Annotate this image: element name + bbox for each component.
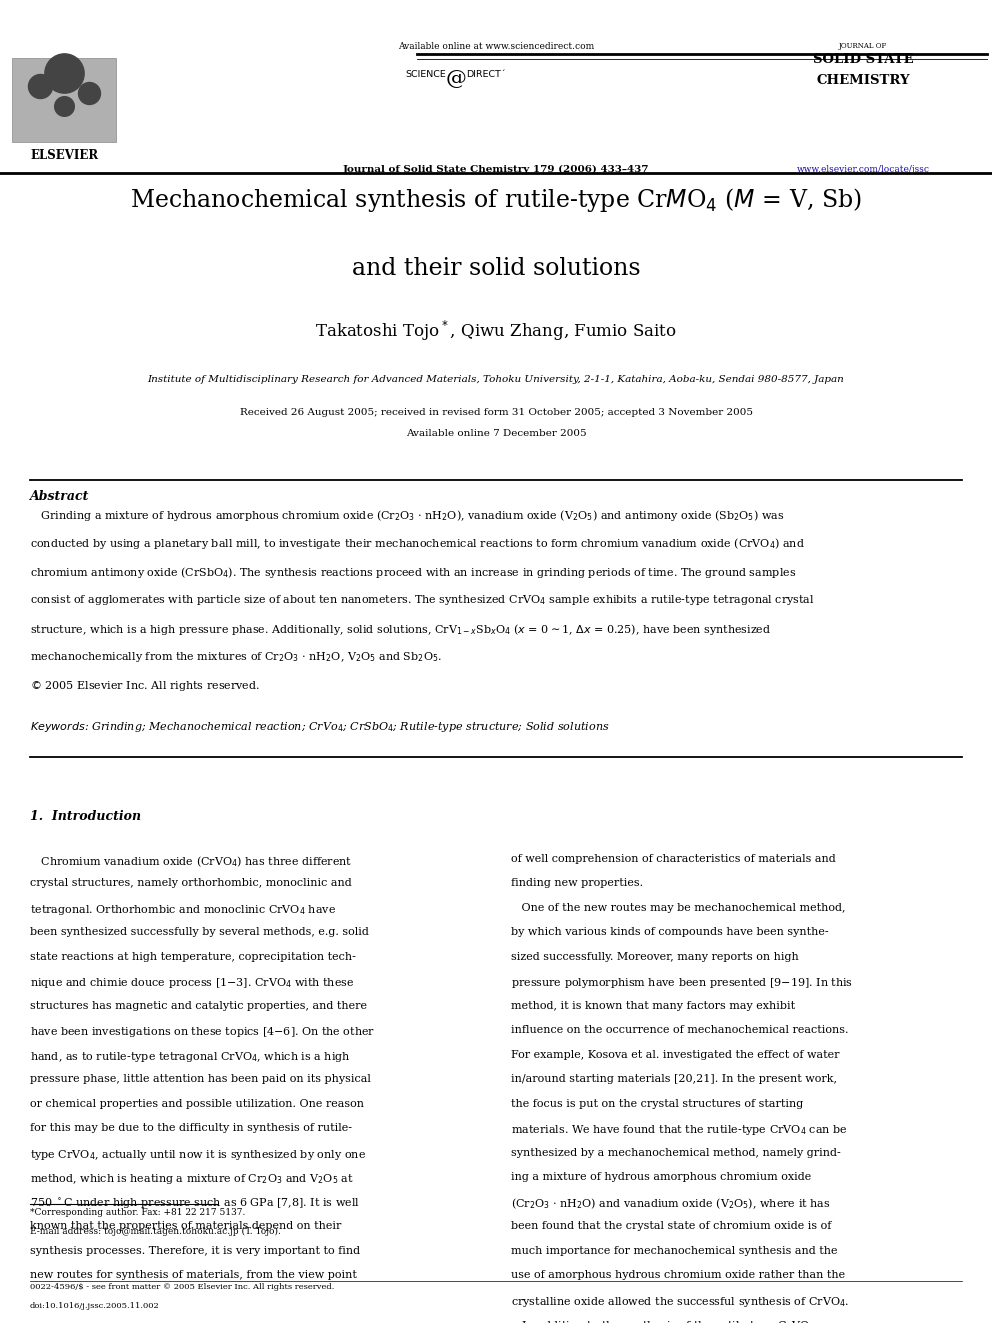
Text: www.elsevier.com/locate/jssc: www.elsevier.com/locate/jssc (797, 165, 930, 175)
Text: much importance for mechanochemical synthesis and the: much importance for mechanochemical synt… (511, 1246, 837, 1256)
Text: *Corresponding author. Fax: +81 22 217 5137.: *Corresponding author. Fax: +81 22 217 5… (30, 1208, 245, 1217)
Text: sized successfully. Moreover, many reports on high: sized successfully. Moreover, many repor… (511, 953, 799, 962)
Text: CHEMISTRY: CHEMISTRY (816, 74, 910, 87)
Text: known that the properties of materials depend on their: known that the properties of materials d… (30, 1221, 341, 1232)
Text: @: @ (445, 69, 467, 87)
Text: use of amorphous hydrous chromium oxide rather than the: use of amorphous hydrous chromium oxide … (511, 1270, 845, 1281)
Text: Chromium vanadium oxide (CrVO$_4$) has three different: Chromium vanadium oxide (CrVO$_4$) has t… (30, 855, 352, 869)
Point (57, 62, 72, 83)
Text: in/around starting materials [20,21]. In the present work,: in/around starting materials [20,21]. In… (511, 1074, 837, 1085)
Text: tetragonal. Orthorhombic and monoclinic CrVO$_4$ have: tetragonal. Orthorhombic and monoclinic … (30, 902, 335, 917)
Text: of well comprehension of characteristics of materials and: of well comprehension of characteristics… (511, 855, 835, 864)
Point (57, 95, 72, 116)
Text: or chemical properties and possible utilization. One reason: or chemical properties and possible util… (30, 1098, 364, 1109)
Text: pressure phase, little attention has been paid on its physical: pressure phase, little attention has bee… (30, 1074, 371, 1085)
Text: pressure polymorphism have been presented [9$-$19]. In this: pressure polymorphism have been presente… (511, 976, 853, 991)
Text: (Cr$_2$O$_3$ $\cdot$ nH$_2$O) and vanadium oxide (V$_2$O$_5$), where it has: (Cr$_2$O$_3$ $\cdot$ nH$_2$O) and vanadi… (511, 1196, 830, 1212)
Text: materials. We have found that the rutile-type CrVO$_4$ can be: materials. We have found that the rutile… (511, 1123, 847, 1138)
Text: hand, as to rutile-type tetragonal CrVO$_4$, which is a high: hand, as to rutile-type tetragonal CrVO$… (30, 1050, 350, 1064)
Text: finding new properties.: finding new properties. (511, 878, 643, 889)
Text: type CrVO$_4$, actually until now it is synthesized by only one: type CrVO$_4$, actually until now it is … (30, 1147, 366, 1162)
Text: Takatoshi Tojo$^*$, Qiwu Zhang, Fumio Saito: Takatoshi Tojo$^*$, Qiwu Zhang, Fumio Sa… (315, 319, 677, 343)
Text: DIRECT´: DIRECT´ (466, 70, 506, 78)
Text: Journal of Solid State Chemistry 179 (2006) 433–437: Journal of Solid State Chemistry 179 (20… (343, 165, 649, 175)
Text: 1.  Introduction: 1. Introduction (30, 810, 141, 823)
Text: new routes for synthesis of materials, from the view point: new routes for synthesis of materials, f… (30, 1270, 357, 1281)
Text: chromium antimony oxide (CrSbO$_4$). The synthesis reactions proceed with an inc: chromium antimony oxide (CrSbO$_4$). The… (30, 565, 796, 579)
Text: have been investigations on these topics [4$-$6]. On the other: have been investigations on these topics… (30, 1025, 375, 1040)
Text: for this may be due to the difficulty in synthesis of rutile-: for this may be due to the difficulty in… (30, 1123, 352, 1134)
Text: consist of agglomerates with particle size of about ten nanometers. The synthesi: consist of agglomerates with particle si… (30, 593, 814, 607)
Text: $\mathit{Keywords}$: Grinding; Mechanochemical reaction; CrVo$_4$; CrSbO$_4$; Ru: $\mathit{Keywords}$: Grinding; Mechanoch… (30, 720, 609, 734)
Text: nique and chimie douce process [1$-$3]. CrVO$_4$ with these: nique and chimie douce process [1$-$3]. … (30, 976, 354, 991)
Text: method, which is heating a mixture of Cr$_2$O$_3$ and V$_2$O$_5$ at: method, which is heating a mixture of Cr… (30, 1172, 354, 1187)
Text: One of the new routes may be mechanochemical method,: One of the new routes may be mechanochem… (511, 902, 845, 913)
Text: Abstract: Abstract (30, 490, 89, 503)
Text: Received 26 August 2005; received in revised form 31 October 2005; accepted 3 No: Received 26 August 2005; received in rev… (239, 407, 753, 417)
Text: conducted by using a planetary ball mill, to investigate their mechanochemical r: conducted by using a planetary ball mill… (30, 537, 805, 552)
Text: and their solid solutions: and their solid solutions (352, 258, 640, 280)
Text: synthesis processes. Therefore, it is very important to find: synthesis processes. Therefore, it is ve… (30, 1246, 360, 1256)
Text: the focus is put on the crystal structures of starting: the focus is put on the crystal structur… (511, 1098, 804, 1109)
Text: Available online 7 December 2005: Available online 7 December 2005 (406, 429, 586, 438)
Text: In addition to the synthesis of the rutile-type CrVO$_4$, we: In addition to the synthesis of the ruti… (511, 1319, 838, 1323)
Text: 750 $^\circ$C under high pressure such as 6 GPa [7,8]. It is well: 750 $^\circ$C under high pressure such a… (30, 1196, 360, 1211)
Text: been found that the crystal state of chromium oxide is of: been found that the crystal state of chr… (511, 1221, 831, 1232)
Text: ELSEVIER: ELSEVIER (31, 149, 98, 163)
Text: SCIENCE: SCIENCE (406, 70, 446, 78)
Text: state reactions at high temperature, coprecipitation tech-: state reactions at high temperature, cop… (30, 953, 356, 962)
Text: Grinding a mixture of hydrous amorphous chromium oxide (Cr$_2$O$_3$ $\cdot$ nH$_: Grinding a mixture of hydrous amorphous … (30, 508, 784, 523)
Text: doi:10.1016/j.jssc.2005.11.002: doi:10.1016/j.jssc.2005.11.002 (30, 1302, 160, 1310)
Text: Available online at www.sciencedirect.com: Available online at www.sciencedirect.co… (398, 42, 594, 50)
Text: structure, which is a high pressure phase. Additionally, solid solutions, CrV$_{: structure, which is a high pressure phas… (30, 622, 771, 636)
Text: influence on the occurrence of mechanochemical reactions.: influence on the occurrence of mechanoch… (511, 1025, 848, 1036)
Text: crystalline oxide allowed the successful synthesis of CrVO$_4$.: crystalline oxide allowed the successful… (511, 1294, 849, 1308)
Text: $\copyright$ 2005 Elsevier Inc. All rights reserved.: $\copyright$ 2005 Elsevier Inc. All righ… (30, 679, 260, 693)
Text: by which various kinds of compounds have been synthe-: by which various kinds of compounds have… (511, 927, 828, 938)
Bar (12, 58, 116, 142)
Text: JOURNAL OF: JOURNAL OF (839, 42, 887, 50)
Text: ing a mixture of hydrous amorphous chromium oxide: ing a mixture of hydrous amorphous chrom… (511, 1172, 811, 1183)
Text: SOLID STATE: SOLID STATE (812, 53, 914, 66)
Text: Mechanochemical synthesis of rutile-type Cr$\mathit{M}$O$_4$ ($\mathit{M}$ = V, : Mechanochemical synthesis of rutile-type… (130, 187, 862, 214)
Text: crystal structures, namely orthorhombic, monoclinic and: crystal structures, namely orthorhombic,… (30, 878, 351, 889)
Point (81, 82, 97, 103)
Point (32, 75, 48, 97)
Text: method, it is known that many factors may exhibit: method, it is known that many factors ma… (511, 1000, 795, 1011)
Text: synthesized by a mechanochemical method, namely grind-: synthesized by a mechanochemical method,… (511, 1147, 840, 1158)
Text: been synthesized successfully by several methods, e.g. solid: been synthesized successfully by several… (30, 927, 369, 938)
Text: E-mail address: tojo@mail.tagen.tohoku.ac.jp (T. Tojo).: E-mail address: tojo@mail.tagen.tohoku.a… (30, 1226, 281, 1236)
Text: mechanochemically from the mixtures of Cr$_2$O$_3$ $\cdot$ nH$_2$O, V$_2$O$_5$ a: mechanochemically from the mixtures of C… (30, 650, 441, 664)
Text: For example, Kosova et al. investigated the effect of water: For example, Kosova et al. investigated … (511, 1050, 839, 1060)
Text: structures has magnetic and catalytic properties, and there: structures has magnetic and catalytic pr… (30, 1000, 367, 1011)
Text: 0022-4596/$ - see front matter © 2005 Elsevier Inc. All rights reserved.: 0022-4596/$ - see front matter © 2005 El… (30, 1283, 334, 1291)
Text: Institute of Multidisciplinary Research for Advanced Materials, Tohoku Universit: Institute of Multidisciplinary Research … (148, 374, 844, 384)
